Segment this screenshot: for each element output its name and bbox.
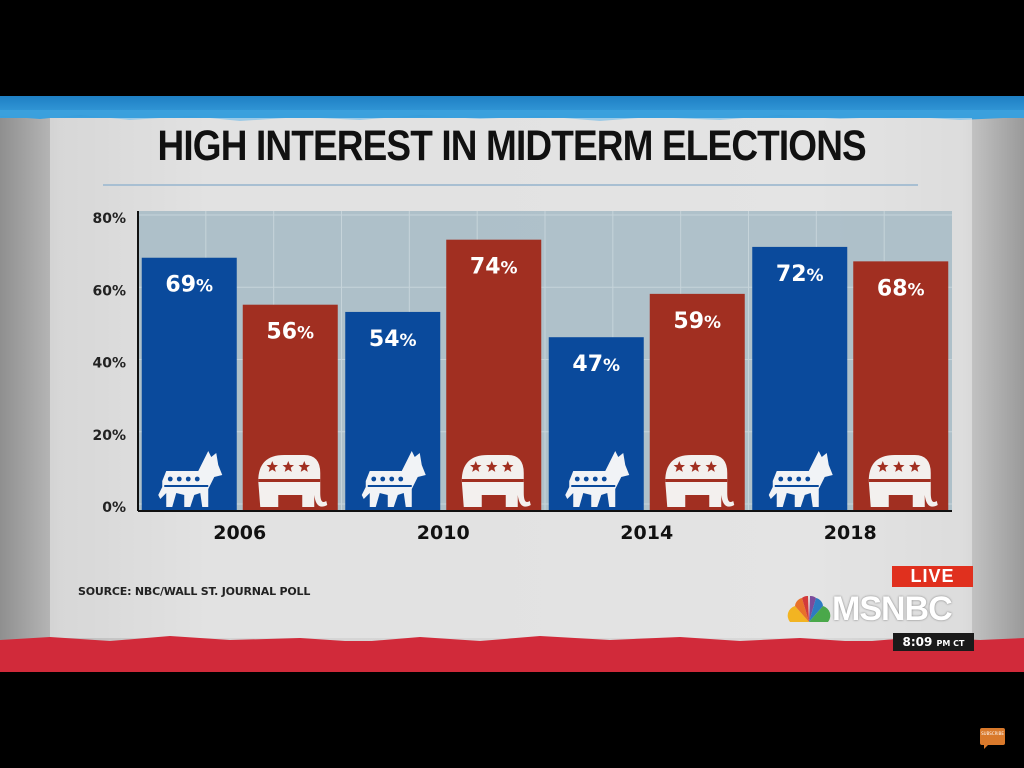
- bottom-band: [0, 641, 1024, 672]
- subscribe-badge[interactable]: SUBSCRIBE: [980, 728, 1005, 749]
- donkey-star: [380, 476, 386, 482]
- title-divider: [103, 184, 918, 186]
- data-label: 68%: [877, 276, 925, 301]
- donkey-star: [574, 476, 580, 482]
- donkey-stripe: [774, 485, 819, 487]
- donkey-star: [371, 476, 377, 482]
- data-label: 47%: [572, 352, 620, 377]
- y-tick-label: 20%: [92, 428, 126, 444]
- elephant-star: [893, 461, 905, 472]
- broadcast-frame: HIGH INTEREST IN MIDTERM ELECTIONS 0% 20…: [0, 96, 1024, 672]
- donkey-stripe: [367, 485, 412, 487]
- elephant-stripe: [665, 479, 728, 482]
- data-label: 72%: [776, 262, 824, 287]
- elephant-star: [502, 461, 514, 472]
- clock-time: 8:09: [902, 635, 933, 649]
- y-tick-label: 60%: [92, 283, 126, 299]
- democrat-bar-group: 54%: [345, 311, 441, 510]
- donkey-star: [592, 476, 598, 482]
- elephant-star: [909, 461, 921, 472]
- donkey-stripe: [164, 485, 209, 487]
- democrat-bar-group: 69%: [141, 257, 237, 510]
- y-tick-label: 40%: [92, 356, 126, 372]
- donkey-star: [778, 476, 784, 482]
- bar: [141, 257, 237, 510]
- elephant-star: [705, 461, 717, 472]
- republican-bar-group: 68%: [853, 261, 949, 510]
- donkey-star: [805, 476, 811, 482]
- donkey-stripe: [571, 485, 616, 487]
- donkey-star: [167, 476, 173, 482]
- elephant-stripe: [258, 479, 321, 482]
- democrat-bar-group: 72%: [752, 246, 848, 510]
- bar: [752, 246, 848, 510]
- network-logo: MSNBC: [786, 589, 953, 628]
- network-name: MSNBC: [832, 589, 953, 628]
- elephant-star: [282, 461, 294, 472]
- source-note: SOURCE: NBC/WALL ST. JOURNAL POLL: [78, 585, 311, 598]
- republican-bar-group: 74%: [446, 239, 542, 511]
- x-tick-label: 2010: [417, 522, 470, 544]
- elephant-star: [298, 461, 310, 472]
- elephant-stripe: [868, 479, 931, 482]
- donkey-star: [176, 476, 182, 482]
- donkey-star: [601, 476, 607, 482]
- live-badge: LIVE: [892, 566, 973, 587]
- donkey-star: [398, 476, 404, 482]
- data-label: 54%: [369, 327, 417, 352]
- chart-title: HIGH INTEREST IN MIDTERM ELECTIONS: [157, 122, 867, 170]
- y-tick-label: 0%: [102, 500, 126, 516]
- republican-bar-group: 59%: [649, 293, 745, 510]
- republican-bar-group: 56%: [242, 304, 338, 510]
- donkey-star: [185, 476, 191, 482]
- donkey-star: [796, 476, 802, 482]
- democrat-bar-group: 47%: [548, 337, 644, 510]
- elephant-star: [673, 461, 685, 472]
- elephant-star: [470, 461, 482, 472]
- x-ticks: 2006 2010 2014 2018: [213, 522, 876, 544]
- bars: 69% 56% 54% 74% 47% 59% 72% 68%: [141, 239, 949, 511]
- elephant-star: [266, 461, 278, 472]
- bar-chart: 0% 20% 40% 60% 80% 2006 2010 2014 2018 6…: [92, 211, 952, 544]
- donkey-star: [787, 476, 793, 482]
- elephant-stripe: [461, 479, 524, 482]
- elephant-star: [486, 461, 498, 472]
- broadcast-clock: 8:09 PM CT: [893, 633, 974, 651]
- subscribe-badge-label: SUBSCRIBE: [981, 731, 1004, 736]
- x-tick-label: 2018: [824, 522, 877, 544]
- peacock-icon: [787, 595, 831, 622]
- y-ticks: 0% 20% 40% 60% 80%: [92, 211, 126, 516]
- x-tick-label: 2006: [213, 522, 266, 544]
- data-label: 69%: [165, 273, 213, 298]
- data-label: 59%: [673, 309, 721, 334]
- donkey-star: [194, 476, 200, 482]
- y-tick-label: 80%: [92, 211, 126, 227]
- clock-suffix: PM CT: [936, 639, 965, 648]
- data-label: 74%: [470, 255, 518, 280]
- elephant-star: [689, 461, 701, 472]
- donkey-star: [389, 476, 395, 482]
- data-label: 56%: [266, 320, 314, 345]
- x-tick-label: 2014: [620, 522, 673, 544]
- elephant-star: [877, 461, 889, 472]
- donkey-star: [583, 476, 589, 482]
